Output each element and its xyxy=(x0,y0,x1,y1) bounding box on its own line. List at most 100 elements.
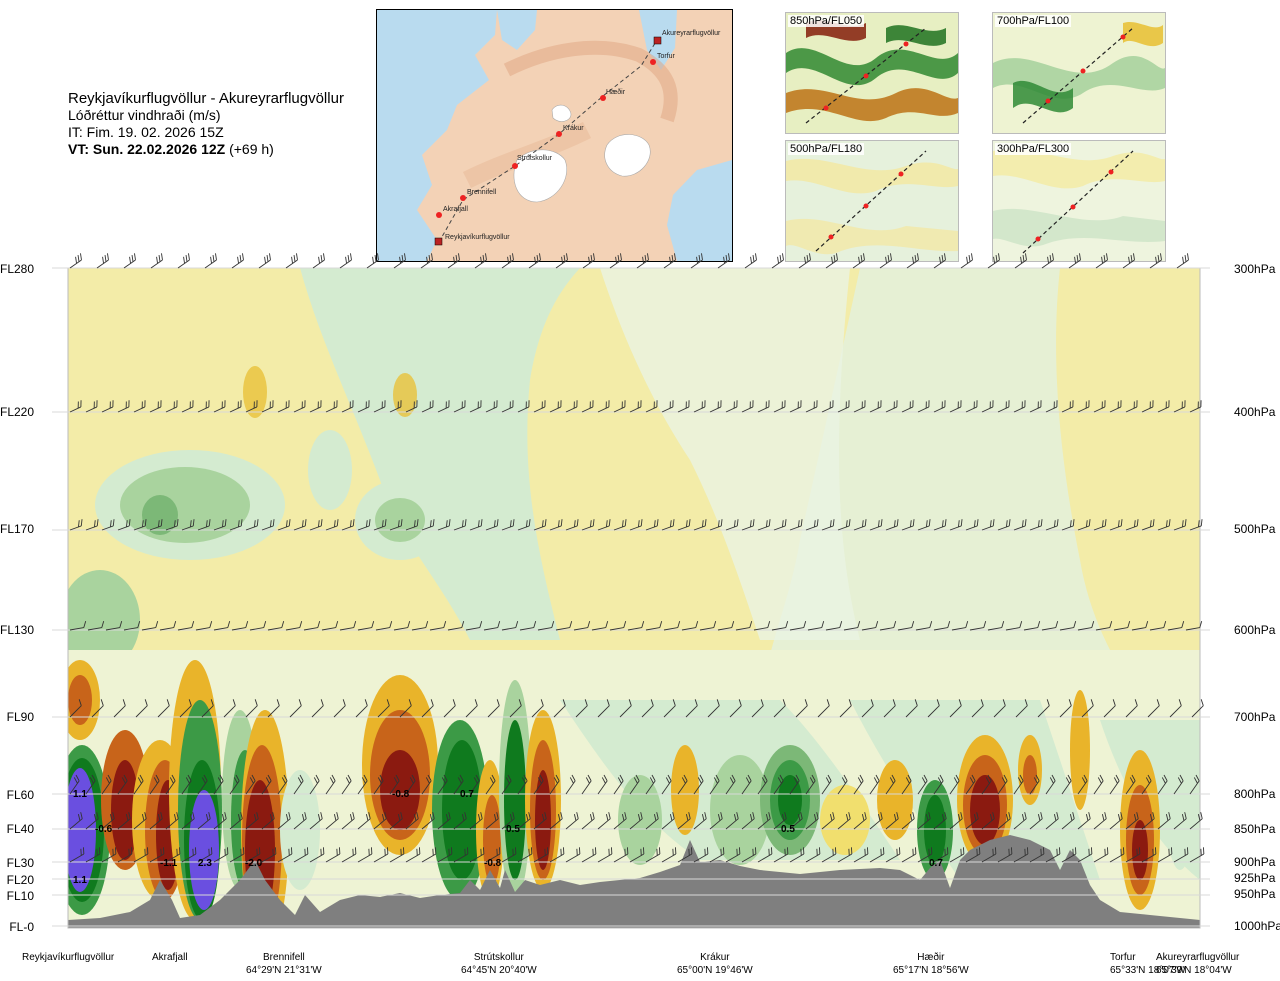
wind-barb xyxy=(565,400,578,413)
wind-barb xyxy=(725,519,739,531)
wind-barb xyxy=(917,847,933,863)
panel-500hpa: 500hPa/FL180 xyxy=(785,140,959,262)
wind-barb xyxy=(693,847,709,863)
wind-barb xyxy=(245,812,259,830)
wind-barb xyxy=(1141,519,1155,531)
wind-barb xyxy=(421,699,434,718)
wind-barb xyxy=(629,774,640,795)
fl-label-130: FL130 xyxy=(0,623,35,637)
wind-barb xyxy=(249,621,267,631)
wind-barb xyxy=(636,253,649,269)
wind-barb xyxy=(661,847,677,863)
wind-barb xyxy=(135,699,148,718)
wind-barb xyxy=(1109,847,1125,863)
wind-barb xyxy=(341,400,354,413)
wind-barb xyxy=(933,519,947,531)
wind-barb xyxy=(1059,621,1077,631)
wind-barb xyxy=(339,621,357,631)
wind-barb xyxy=(309,812,323,830)
wind-barb xyxy=(807,621,825,631)
wind-barb xyxy=(933,621,951,631)
wind-barb xyxy=(1077,621,1095,631)
wind-barb xyxy=(573,621,591,631)
wind-barb xyxy=(853,812,867,830)
wind-barb xyxy=(1189,519,1203,531)
wind-barb xyxy=(917,774,928,795)
wind-barb xyxy=(1125,400,1138,413)
wind-barb xyxy=(725,400,738,413)
wind-barb xyxy=(1149,621,1167,631)
wind-barb xyxy=(293,847,309,863)
wind-barb xyxy=(965,400,978,413)
wind-barb xyxy=(149,400,162,413)
station-akrafjall: Akrafjall xyxy=(152,951,188,964)
wind-barb xyxy=(805,774,816,795)
wind-barb xyxy=(405,519,419,531)
wind-barb xyxy=(231,621,249,631)
value-labels: 1.1 -0.6 1.1 -1.1 2.3 -2.0 -0.8 0.7 0.5 … xyxy=(73,789,943,886)
wind-barb xyxy=(1029,519,1043,531)
wind-barb xyxy=(709,519,723,531)
wind-barb xyxy=(165,519,179,531)
wind-barb xyxy=(987,253,1000,269)
wind-barb xyxy=(261,847,277,863)
wind-barb xyxy=(681,621,699,631)
wind-barb xyxy=(645,519,659,531)
wind-barb xyxy=(333,699,346,718)
wind-barb xyxy=(581,847,597,863)
wind-barb xyxy=(1103,699,1116,718)
wind-barb xyxy=(1173,847,1189,863)
wind-barb xyxy=(267,699,280,718)
wind-barb xyxy=(1109,519,1123,531)
wind-barb xyxy=(357,847,373,863)
wind-barb xyxy=(709,400,722,413)
wind-barb xyxy=(960,253,973,269)
wind-barb xyxy=(549,774,560,795)
wind-barb xyxy=(853,519,867,531)
wind-barb xyxy=(725,774,736,795)
wind-barb xyxy=(629,519,643,531)
panel-label-300: 300hPa/FL300 xyxy=(995,143,1072,155)
wind-barb xyxy=(487,699,500,718)
wind-barb xyxy=(597,774,608,795)
wind-barb xyxy=(213,519,227,531)
wind-barb xyxy=(453,774,464,795)
wind-barb xyxy=(443,699,456,718)
wind-barb xyxy=(789,519,803,531)
wind-barb xyxy=(261,774,272,795)
wind-barb xyxy=(1045,812,1059,830)
wind-barb xyxy=(981,519,995,531)
p-label-850: 850hPa xyxy=(1234,822,1276,836)
wind-barb xyxy=(1061,519,1075,531)
wind-barb xyxy=(1077,847,1093,863)
wind-barb xyxy=(933,847,949,863)
wind-barb xyxy=(437,847,453,863)
station-coord: 65°00'N 19°46'W xyxy=(677,965,753,976)
wind-barb xyxy=(1077,812,1091,830)
wind-barb xyxy=(149,774,160,795)
wind-barb xyxy=(1029,774,1040,795)
wind-barb xyxy=(1045,400,1058,413)
wind-barb xyxy=(805,400,818,413)
wind-barb xyxy=(677,812,691,830)
wind-barb xyxy=(201,699,214,718)
wind-barb xyxy=(553,699,566,718)
wind-barb xyxy=(717,253,730,269)
wind-barb xyxy=(149,812,163,830)
wind-barb xyxy=(1109,774,1120,795)
wind-barb xyxy=(405,774,416,795)
wind-barb xyxy=(949,847,965,863)
wind-barb xyxy=(751,699,764,718)
wind-barb xyxy=(677,847,693,863)
wind-barb xyxy=(245,699,258,718)
wind-barb xyxy=(997,774,1008,795)
p-label-700: 700hPa xyxy=(1234,710,1276,724)
wind-barb xyxy=(981,400,994,413)
wind-barb xyxy=(213,774,224,795)
wind-barb xyxy=(309,774,320,795)
wind-barb xyxy=(501,253,514,269)
wind-barb xyxy=(1125,812,1139,830)
wind-barb xyxy=(117,400,130,413)
wind-barb xyxy=(375,621,393,631)
wind-barb xyxy=(661,774,672,795)
